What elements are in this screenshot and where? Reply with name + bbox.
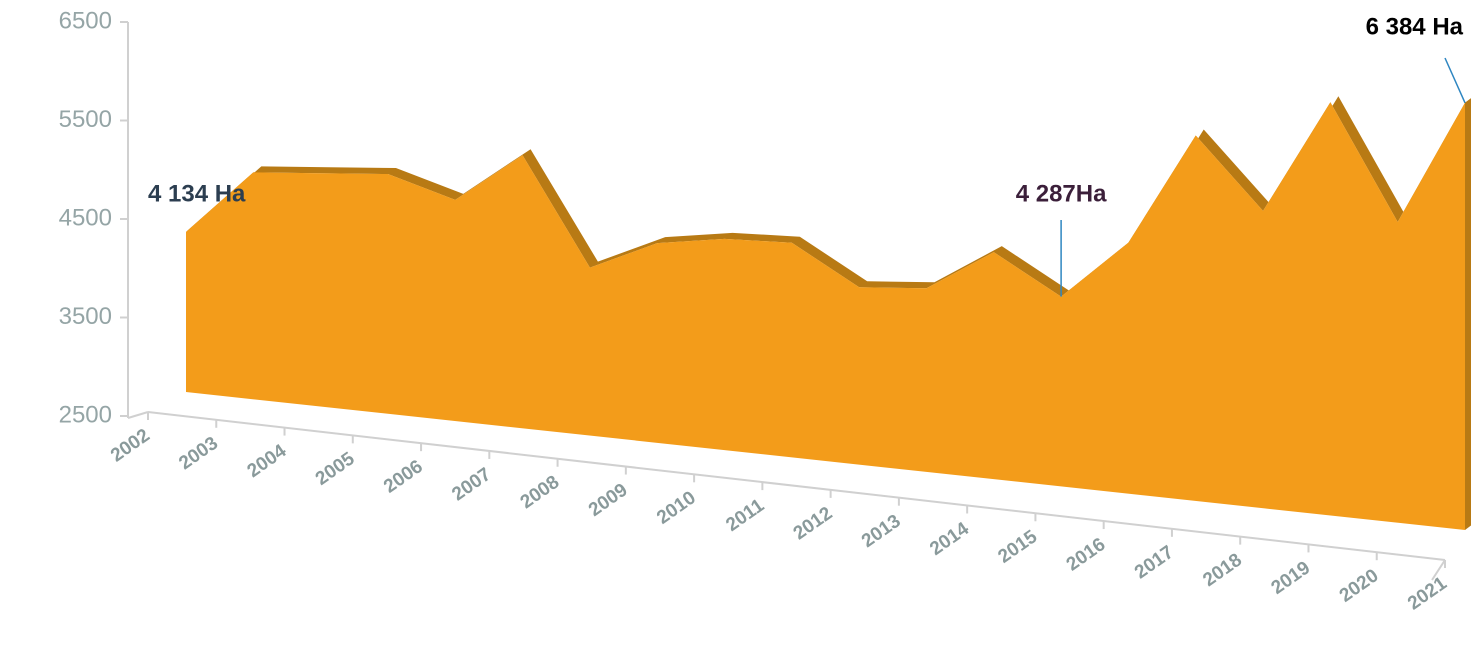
x-tick-label: 2007 — [448, 464, 495, 505]
x-tick-label: 2018 — [1199, 550, 1246, 591]
x-tick-label: 2017 — [1131, 542, 1178, 583]
leader-line — [1444, 57, 1466, 104]
area-side — [1465, 98, 1471, 530]
x-tick-label: 2020 — [1336, 565, 1383, 606]
x-tick-label: 2006 — [380, 456, 427, 497]
floor-back — [127, 411, 149, 419]
y-tick-label: 4500 — [59, 204, 112, 231]
x-tick-label: 2008 — [517, 472, 564, 513]
data-label: 6 384 Ha — [1366, 13, 1464, 40]
y-tick-label: 5500 — [59, 106, 112, 133]
x-tick-label: 2012 — [790, 503, 837, 544]
y-tick-label: 3500 — [59, 303, 112, 330]
x-tick-label: 2002 — [107, 425, 154, 466]
x-tick-label: 2021 — [1404, 573, 1451, 615]
data-label: 4 134 Ha — [148, 180, 246, 207]
x-tick-label: 2011 — [722, 495, 768, 536]
area-depth — [186, 96, 1471, 297]
x-tick-label: 2005 — [312, 448, 359, 490]
data-label: 4 287Ha — [1016, 180, 1107, 207]
y-tick-label: 2500 — [59, 401, 112, 428]
x-tick-label: 2003 — [175, 433, 222, 474]
x-tick-label: 2014 — [926, 518, 973, 560]
area — [186, 102, 1465, 530]
x-tick-label: 2016 — [1063, 534, 1110, 575]
floor-side — [1431, 559, 1446, 581]
x-axis — [147, 411, 1446, 561]
x-tick-label: 2013 — [858, 511, 905, 552]
y-tick-label: 6500 — [59, 7, 112, 34]
x-tick-label: 2019 — [1268, 557, 1315, 598]
x-tick-label: 2010 — [653, 487, 700, 528]
x-tick-label: 2015 — [994, 526, 1041, 568]
x-tick-label: 2009 — [585, 480, 632, 521]
x-tick-label: 2004 — [244, 440, 291, 482]
